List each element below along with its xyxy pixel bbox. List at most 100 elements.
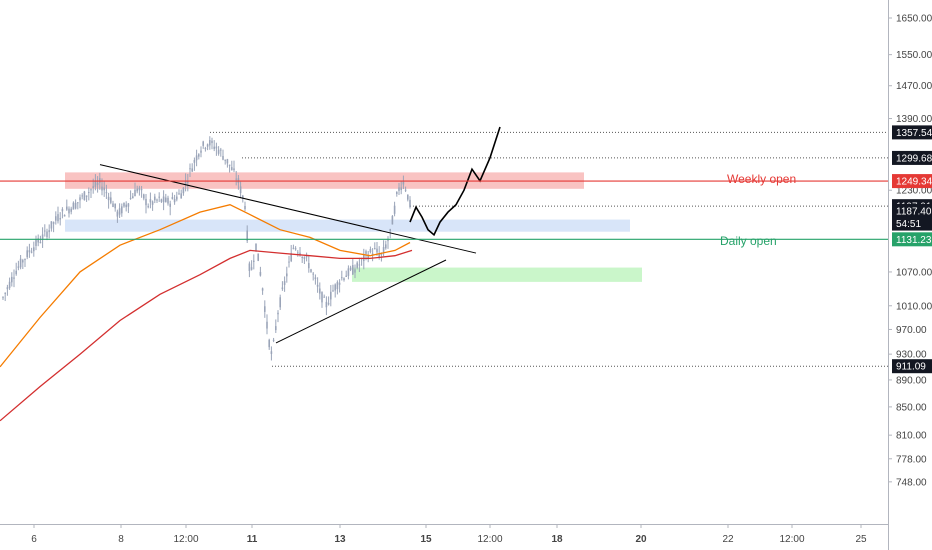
candle-body xyxy=(330,291,332,300)
candle-body xyxy=(182,187,185,194)
dotted-levels-layer xyxy=(210,131,888,367)
candle-body xyxy=(409,199,411,208)
price-tag-box xyxy=(892,359,932,374)
x-axis-ticks: 6 8 12:00 11 13 15 12:00 18 20 22 12:00 25 xyxy=(31,524,867,545)
candle-body xyxy=(176,196,178,200)
candle-body xyxy=(39,242,42,244)
price-tag-label: 1249.34 xyxy=(896,177,932,188)
candle-body xyxy=(334,284,336,291)
candle-body xyxy=(83,191,86,201)
candle-body xyxy=(165,197,167,202)
candle-body xyxy=(325,301,328,308)
candle-body xyxy=(147,206,149,208)
candle-body xyxy=(343,278,345,281)
x-tick-label: 18 xyxy=(551,534,563,545)
candle-body xyxy=(222,156,224,160)
candle-body xyxy=(61,209,64,212)
candle-body xyxy=(396,191,398,195)
candle-body xyxy=(283,281,286,285)
candle-body xyxy=(233,168,235,171)
candle-body xyxy=(246,230,248,241)
y-tick-label: 778.00 xyxy=(896,454,927,465)
candle-body xyxy=(145,198,147,206)
ema-layer xyxy=(0,204,413,422)
y-tick-label: 1010.00 xyxy=(896,301,932,312)
candle-body xyxy=(187,181,189,183)
x-tick-label: 20 xyxy=(635,534,647,545)
candle-body xyxy=(347,268,350,276)
candle-body xyxy=(70,208,72,212)
descending-trendline xyxy=(99,164,477,254)
candle-body xyxy=(4,292,6,294)
ascending-trendline xyxy=(275,259,447,344)
candle-body xyxy=(191,168,193,172)
x-tick-label: 12:00 xyxy=(779,534,804,545)
candle-body xyxy=(363,254,365,262)
x-tick-label: 12:00 xyxy=(173,534,198,545)
candle-body xyxy=(264,306,266,312)
demand-zone xyxy=(352,267,642,282)
candle-body xyxy=(226,159,229,164)
candle-body xyxy=(13,277,15,279)
candle-body xyxy=(151,201,154,205)
candle-body xyxy=(215,146,218,149)
candle-body xyxy=(385,244,387,249)
candle-body xyxy=(103,187,105,191)
y-tick-label: 1070.00 xyxy=(896,267,932,278)
candle-body xyxy=(129,197,132,199)
y-tick-label: 930.00 xyxy=(896,350,927,361)
weekly-open-label: Weekly open xyxy=(727,172,796,186)
candle-body xyxy=(341,277,343,279)
x-tick-label: 12:00 xyxy=(477,534,502,545)
candle-body xyxy=(316,284,319,287)
ema-red-line xyxy=(0,249,413,422)
candle-body xyxy=(24,259,26,261)
candle-body xyxy=(30,251,33,253)
y-tick-label: 970.00 xyxy=(896,325,927,336)
candle-body xyxy=(391,216,394,225)
candle-body xyxy=(204,148,207,150)
candle-body xyxy=(74,202,77,209)
candle-body xyxy=(367,255,369,260)
candle-body xyxy=(257,253,259,261)
candle-body xyxy=(79,197,81,201)
candle-body xyxy=(228,164,231,166)
candle-body xyxy=(81,195,83,197)
candle-body xyxy=(387,240,389,242)
candle-body xyxy=(136,188,138,192)
price-tag-label: 1187.40 xyxy=(896,206,932,217)
candle-body xyxy=(202,141,204,146)
candle-body xyxy=(217,149,220,154)
candle-body xyxy=(99,178,101,183)
candle-body xyxy=(312,273,314,275)
candle-body xyxy=(90,189,92,191)
candle-body xyxy=(378,253,380,258)
candle-body xyxy=(308,263,310,269)
y-tick-label: 748.00 xyxy=(896,477,927,488)
candle-body xyxy=(35,239,37,246)
candle-body xyxy=(134,189,136,197)
candle-body xyxy=(37,238,39,243)
candle-body xyxy=(297,252,299,254)
candle-body xyxy=(327,303,330,305)
candle-body xyxy=(345,275,347,277)
candle-body xyxy=(105,192,108,194)
daily-open-label: Daily open xyxy=(720,234,777,248)
candle-body xyxy=(281,287,284,290)
candle-body xyxy=(156,199,158,201)
x-tick-label: 25 xyxy=(855,534,867,545)
candle-body xyxy=(66,206,68,210)
candle-body xyxy=(41,234,44,240)
x-tick-label: 13 xyxy=(334,534,346,545)
candle-body xyxy=(268,339,270,348)
candle-body xyxy=(266,321,268,329)
price-tag-box xyxy=(892,150,932,165)
candle-body xyxy=(132,196,134,199)
candle-body xyxy=(270,351,273,354)
candle-body xyxy=(118,208,121,215)
y-axis-ticks: 1650.00 1550.00 1470.00 1390.00 1230.00 1070.… xyxy=(888,14,932,488)
candle-body xyxy=(11,276,13,283)
candle-body xyxy=(72,202,75,210)
candle-body xyxy=(393,205,396,214)
